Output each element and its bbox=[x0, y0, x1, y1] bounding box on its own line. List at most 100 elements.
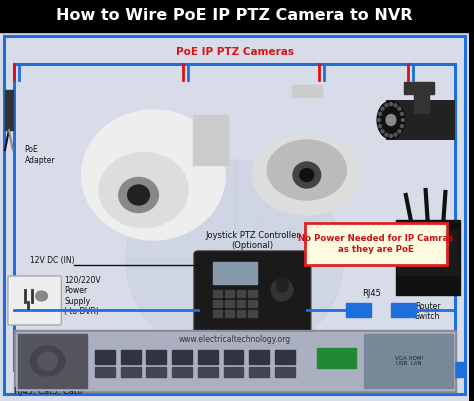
Bar bbox=[224, 350, 244, 364]
Ellipse shape bbox=[128, 185, 149, 205]
Bar bbox=[225, 290, 234, 297]
Bar bbox=[436, 362, 463, 377]
Ellipse shape bbox=[390, 103, 392, 105]
Bar bbox=[248, 290, 257, 297]
Bar bbox=[275, 367, 295, 377]
Ellipse shape bbox=[390, 134, 392, 138]
Bar bbox=[224, 367, 244, 377]
Bar bbox=[4, 36, 465, 394]
Bar bbox=[364, 334, 453, 388]
Bar bbox=[121, 350, 141, 364]
Bar bbox=[121, 367, 141, 377]
Ellipse shape bbox=[276, 278, 288, 292]
Bar bbox=[386, 100, 456, 140]
Text: PoE IP PTZ Cameras: PoE IP PTZ Cameras bbox=[175, 47, 293, 57]
Ellipse shape bbox=[119, 178, 158, 213]
Bar bbox=[5, 90, 13, 130]
Bar bbox=[16, 332, 454, 390]
Bar bbox=[317, 348, 356, 368]
Text: No Power Needed for IP Camras
as they are PoE: No Power Needed for IP Camras as they ar… bbox=[299, 234, 454, 254]
Ellipse shape bbox=[401, 125, 403, 128]
Ellipse shape bbox=[126, 160, 344, 360]
Text: Joystick PTZ Controller
(Optional): Joystick PTZ Controller (Optional) bbox=[205, 231, 300, 250]
Ellipse shape bbox=[300, 168, 314, 182]
Bar bbox=[198, 350, 218, 364]
Bar bbox=[193, 115, 228, 165]
Text: VGA HDMI
USB  LAN: VGA HDMI USB LAN bbox=[395, 356, 423, 367]
Bar bbox=[237, 310, 246, 317]
Ellipse shape bbox=[408, 243, 413, 247]
Ellipse shape bbox=[385, 133, 388, 136]
Ellipse shape bbox=[381, 130, 384, 133]
Bar bbox=[213, 290, 222, 297]
Bar bbox=[292, 85, 322, 97]
Bar bbox=[183, 362, 211, 377]
FancyBboxPatch shape bbox=[194, 251, 311, 349]
Ellipse shape bbox=[435, 243, 440, 247]
Text: How to Wire PoE IP PTZ Camera to NVR: How to Wire PoE IP PTZ Camera to NVR bbox=[56, 8, 413, 24]
Ellipse shape bbox=[417, 243, 422, 247]
Bar bbox=[249, 367, 269, 377]
Bar bbox=[396, 220, 460, 295]
Bar bbox=[346, 303, 371, 317]
Bar bbox=[213, 262, 257, 284]
Ellipse shape bbox=[293, 162, 321, 188]
Bar bbox=[213, 310, 222, 317]
Bar bbox=[95, 367, 115, 377]
Ellipse shape bbox=[82, 110, 225, 240]
FancyBboxPatch shape bbox=[305, 223, 447, 265]
Bar bbox=[414, 88, 428, 113]
Ellipse shape bbox=[381, 107, 384, 110]
Ellipse shape bbox=[398, 107, 401, 110]
Ellipse shape bbox=[385, 104, 388, 107]
Ellipse shape bbox=[267, 140, 346, 200]
Bar bbox=[172, 350, 192, 364]
Bar bbox=[225, 300, 234, 307]
Bar bbox=[237, 300, 246, 307]
Bar bbox=[172, 367, 192, 377]
Ellipse shape bbox=[386, 115, 396, 126]
Ellipse shape bbox=[99, 152, 188, 227]
Bar bbox=[237, 290, 246, 297]
Ellipse shape bbox=[36, 291, 47, 301]
Text: RJ45, Cat5, Cat6: RJ45, Cat5, Cat6 bbox=[14, 387, 82, 397]
Ellipse shape bbox=[379, 112, 382, 115]
Ellipse shape bbox=[401, 112, 403, 115]
Ellipse shape bbox=[378, 119, 381, 122]
Ellipse shape bbox=[426, 243, 431, 247]
Ellipse shape bbox=[401, 119, 404, 122]
Bar bbox=[248, 300, 257, 307]
Text: www.electricaltechnology.org: www.electricaltechnology.org bbox=[179, 336, 291, 344]
Bar bbox=[398, 230, 458, 275]
Ellipse shape bbox=[37, 352, 57, 370]
Ellipse shape bbox=[377, 101, 405, 139]
Bar bbox=[95, 350, 115, 364]
Ellipse shape bbox=[398, 130, 401, 133]
Text: Router
Switch: Router Switch bbox=[415, 302, 440, 321]
Bar bbox=[248, 310, 257, 317]
Ellipse shape bbox=[394, 104, 397, 107]
Bar bbox=[249, 350, 269, 364]
Text: 120/220V
Power
Supply
( to DVR): 120/220V Power Supply ( to DVR) bbox=[64, 276, 101, 316]
Ellipse shape bbox=[379, 125, 382, 128]
Bar bbox=[18, 334, 87, 388]
Bar bbox=[225, 310, 234, 317]
Ellipse shape bbox=[271, 279, 293, 301]
Bar bbox=[146, 367, 166, 377]
Bar bbox=[0, 0, 469, 32]
Ellipse shape bbox=[30, 346, 65, 376]
Ellipse shape bbox=[394, 133, 397, 136]
Ellipse shape bbox=[252, 135, 361, 215]
Ellipse shape bbox=[444, 243, 449, 247]
Text: PoE
Adapter: PoE Adapter bbox=[25, 145, 55, 165]
Bar bbox=[198, 367, 218, 377]
Text: 12V DC (IN): 12V DC (IN) bbox=[29, 255, 74, 265]
Bar bbox=[404, 82, 434, 94]
Bar bbox=[213, 300, 222, 307]
Bar bbox=[146, 350, 166, 364]
Bar bbox=[275, 350, 295, 364]
Text: RJ45: RJ45 bbox=[362, 289, 381, 298]
FancyBboxPatch shape bbox=[8, 276, 61, 325]
Bar bbox=[391, 303, 416, 317]
Bar bbox=[14, 330, 456, 392]
